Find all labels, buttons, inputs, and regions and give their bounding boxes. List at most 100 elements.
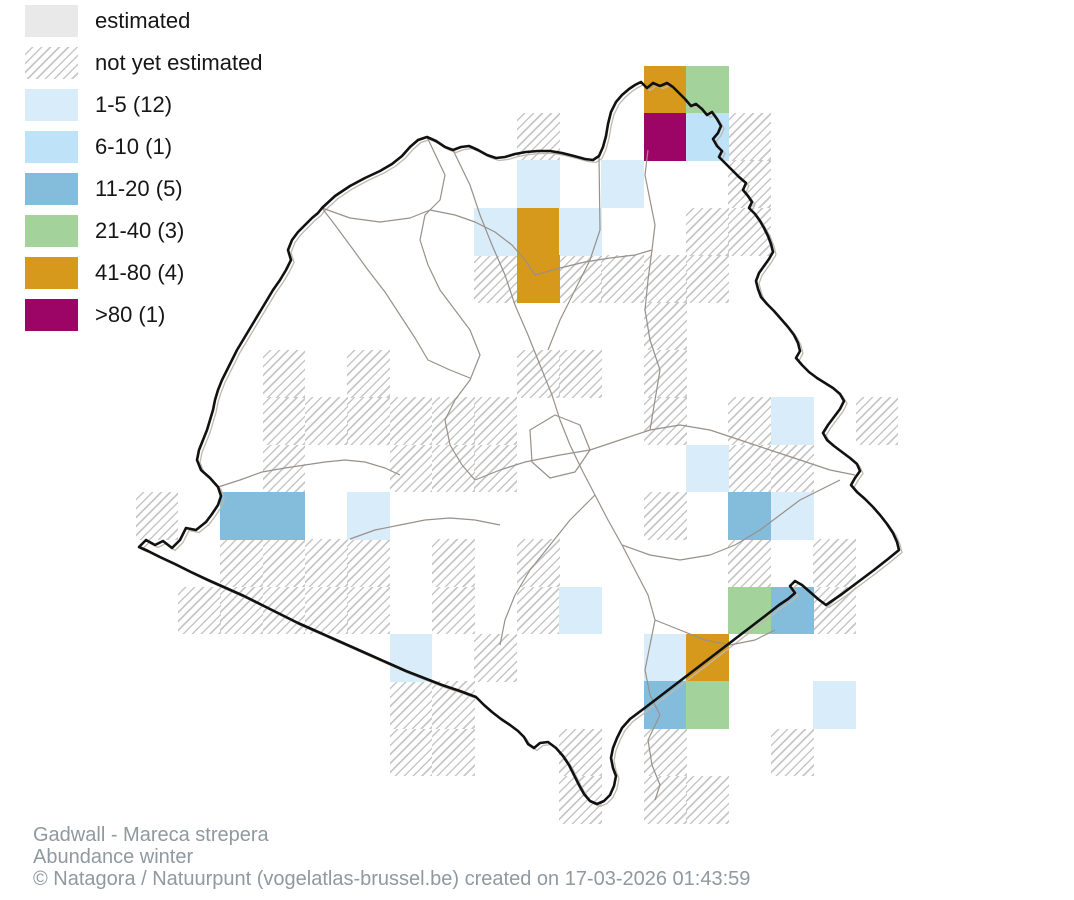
legend-label: >80 (1): [95, 302, 166, 327]
hatch-cell: [262, 586, 306, 635]
legend-swatch-not_estimated: [25, 47, 78, 79]
legend-item-c4: 21-40 (3): [25, 215, 263, 247]
hatch-cell: [855, 397, 899, 445]
hatch-cell: [474, 444, 518, 493]
hatch-cell: [686, 207, 729, 256]
hatch-cell: [474, 397, 518, 445]
hatch-cell: [431, 728, 475, 777]
legend-swatch-c1: [25, 89, 78, 121]
hatch-cell: [643, 255, 687, 303]
grid-cell-c1: [813, 681, 856, 730]
hatch-cell: [813, 539, 856, 587]
legend-swatch-c6: [25, 299, 78, 331]
copyright-line: © Natagora / Natuurpunt (vogelatlas-brus…: [33, 868, 751, 890]
hatch-cell: [516, 539, 560, 587]
grid-cell-c1: [347, 491, 391, 540]
legend-swatch-c2: [25, 131, 78, 163]
grid-cell-c3: [262, 491, 306, 540]
hatch-cell: [728, 539, 772, 587]
hatch-cell: [431, 397, 475, 445]
legend-item-c1: 1-5 (12): [25, 89, 263, 121]
hatch-cell: [389, 681, 433, 730]
hatch-cell: [686, 255, 729, 303]
grid-cell-c1: [559, 586, 602, 635]
legend-label: 11-20 (5): [95, 176, 183, 201]
hatch-cell: [643, 775, 687, 824]
hatch-cell: [643, 397, 687, 445]
grid-cell-c3: [770, 586, 814, 635]
hatch-cell: [728, 160, 772, 209]
legend-swatch-c3: [25, 173, 78, 205]
hatch-cell: [135, 491, 179, 540]
grid-cell-c1: [770, 491, 814, 540]
hatch-cell: [262, 444, 306, 493]
hatch-cell: [728, 113, 772, 161]
hatch-cell: [347, 397, 391, 445]
legend-item-estimated: estimated: [25, 5, 263, 37]
legend-swatch-c4: [25, 215, 78, 247]
legend-label: estimated: [95, 8, 191, 33]
legend-label: 21-40 (3): [95, 218, 185, 243]
hatch-cell: [431, 681, 475, 730]
grid-cell-c1: [559, 207, 602, 256]
hatch-cell: [559, 775, 602, 824]
legend-label: not yet estimated: [95, 50, 263, 75]
hatch-cell: [559, 728, 602, 777]
hatch-cell: [177, 586, 221, 635]
hatch-cell: [220, 586, 264, 635]
hatch-cell: [643, 349, 687, 398]
hatch-cell: [770, 444, 814, 493]
hatch-cell: [728, 207, 772, 256]
hatch-cell: [431, 444, 475, 493]
grid-cell-c6: [643, 113, 687, 161]
grid-cell-c5: [686, 633, 729, 682]
legend-swatch-estimated: [25, 5, 78, 37]
legend-item-not_estimated: not yet estimated: [25, 47, 263, 79]
hatch-cell: [516, 113, 560, 161]
legend-label: 41-80 (4): [95, 260, 185, 285]
legend-item-c6: >80 (1): [25, 299, 263, 331]
grid-cell-c3: [643, 681, 687, 730]
hatch-cell: [431, 586, 475, 635]
legend-item-c3: 11-20 (5): [25, 173, 263, 205]
hatch-cell: [643, 728, 687, 777]
hatch-cell: [431, 539, 475, 587]
hatch-cell: [813, 586, 856, 635]
grid-cell-c1: [686, 444, 729, 493]
hatch-cell: [347, 586, 391, 635]
hatch-cell: [389, 728, 433, 777]
grid-cell-c4: [728, 586, 772, 635]
grid-cell-c1: [474, 207, 518, 256]
hatch-cell: [516, 586, 560, 635]
legend-swatch-c5: [25, 257, 78, 289]
legend: estimated not yet estimated 1-5 (12) 6-10 (…: [25, 5, 263, 331]
hatch-cell: [474, 255, 518, 303]
grid-cell-c4: [686, 681, 729, 730]
hatch-cell: [304, 539, 348, 587]
grid-cell-c2: [686, 113, 729, 161]
grid-cell-c5: [516, 207, 560, 256]
hatch-cell: [262, 349, 306, 398]
hatch-cell: [516, 349, 560, 398]
grid-cell-c4: [686, 65, 729, 114]
hatch-cell: [601, 255, 645, 303]
hatch-cell: [686, 775, 729, 824]
grid-cell-c3: [728, 491, 772, 540]
hatch-cell: [728, 397, 772, 445]
hatch-cell: [262, 397, 306, 445]
legend-label: 6-10 (1): [95, 134, 173, 159]
hatch-cell: [389, 444, 433, 493]
grid-cell-c1: [516, 160, 560, 209]
grid-cell-c5: [643, 65, 687, 114]
grid-cell-c3: [220, 491, 264, 540]
hatch-cell: [389, 397, 433, 445]
hatch-cell: [643, 491, 687, 540]
grid-cell-c1: [770, 397, 814, 445]
grid-cell-c5: [516, 255, 560, 303]
hatch-cell: [347, 349, 391, 398]
hatch-cell: [559, 349, 602, 398]
hatch-cell: [304, 586, 348, 635]
map-subtitle: Abundance winter: [33, 846, 194, 868]
hatch-cell: [220, 539, 264, 587]
